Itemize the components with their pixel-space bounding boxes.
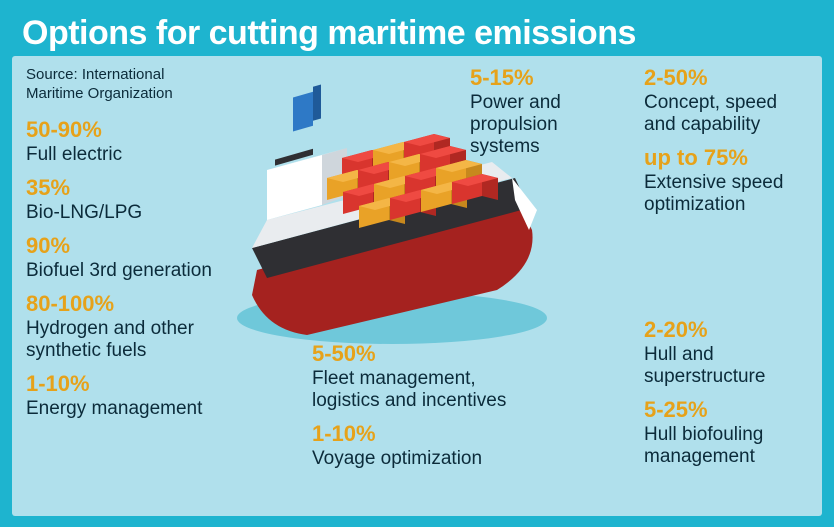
options-top-column: 5-15% Power and propulsion systems	[470, 66, 630, 168]
source-text: Source: InternationalMaritime Organizati…	[26, 66, 173, 104]
option-label: Biofuel 3rd generation	[26, 260, 241, 282]
option-percent: 80-100%	[26, 292, 241, 316]
option-label: Full electric	[26, 144, 241, 166]
option-item: 2-20% Hull and superstructure	[644, 318, 814, 388]
option-label: Voyage optimization	[312, 448, 522, 470]
option-percent: 1-10%	[26, 372, 241, 396]
option-item: up to 75% Extensive speed optimization	[644, 146, 814, 216]
option-item: 5-50% Fleet management, logistics and in…	[312, 342, 522, 412]
option-percent: 2-20%	[644, 318, 814, 342]
option-item: 5-25% Hull biofouling management	[644, 398, 814, 468]
option-label: Hydrogen and other synthetic fuels	[26, 318, 241, 362]
page-title: Options for cutting maritime emissions	[0, 0, 834, 53]
option-item: 1-10% Voyage optimization	[312, 422, 522, 470]
option-percent: up to 75%	[644, 146, 814, 170]
option-item: 1-10% Energy management	[26, 372, 241, 420]
content-panel: Source: InternationalMaritime Organizati…	[12, 56, 822, 516]
option-label: Hull and superstructure	[644, 344, 814, 388]
options-right-bottom-column: 2-20% Hull and superstructure 5-25% Hull…	[644, 318, 814, 478]
option-label: Concept, speed and capability	[644, 92, 814, 136]
options-right-top-column: 2-50% Concept, speed and capability up t…	[644, 66, 814, 226]
option-percent: 5-50%	[312, 342, 522, 366]
option-percent: 2-50%	[644, 66, 814, 90]
option-label: Power and propulsion systems	[470, 92, 630, 158]
option-percent: 90%	[26, 234, 241, 258]
option-item: 80-100% Hydrogen and other synthetic fue…	[26, 292, 241, 362]
option-item: 90% Biofuel 3rd generation	[26, 234, 241, 282]
option-item: 5-15% Power and propulsion systems	[470, 66, 630, 158]
option-item: 2-50% Concept, speed and capability	[644, 66, 814, 136]
option-label: Hull biofouling management	[644, 424, 814, 468]
option-item: 50-90% Full electric	[26, 118, 241, 166]
option-percent: 50-90%	[26, 118, 241, 142]
option-label: Bio-LNG/LPG	[26, 202, 241, 224]
options-mid-column: 5-50% Fleet management, logistics and in…	[312, 342, 522, 480]
options-left-column: 50-90% Full electric 35% Bio-LNG/LPG 90%…	[26, 118, 241, 430]
option-label: Energy management	[26, 398, 241, 420]
option-percent: 1-10%	[312, 422, 522, 446]
option-label: Fleet management, logistics and incentiv…	[312, 368, 522, 412]
option-percent: 5-25%	[644, 398, 814, 422]
option-percent: 35%	[26, 176, 241, 200]
option-item: 35% Bio-LNG/LPG	[26, 176, 241, 224]
option-label: Extensive speed optimization	[644, 172, 814, 216]
option-percent: 5-15%	[470, 66, 630, 90]
